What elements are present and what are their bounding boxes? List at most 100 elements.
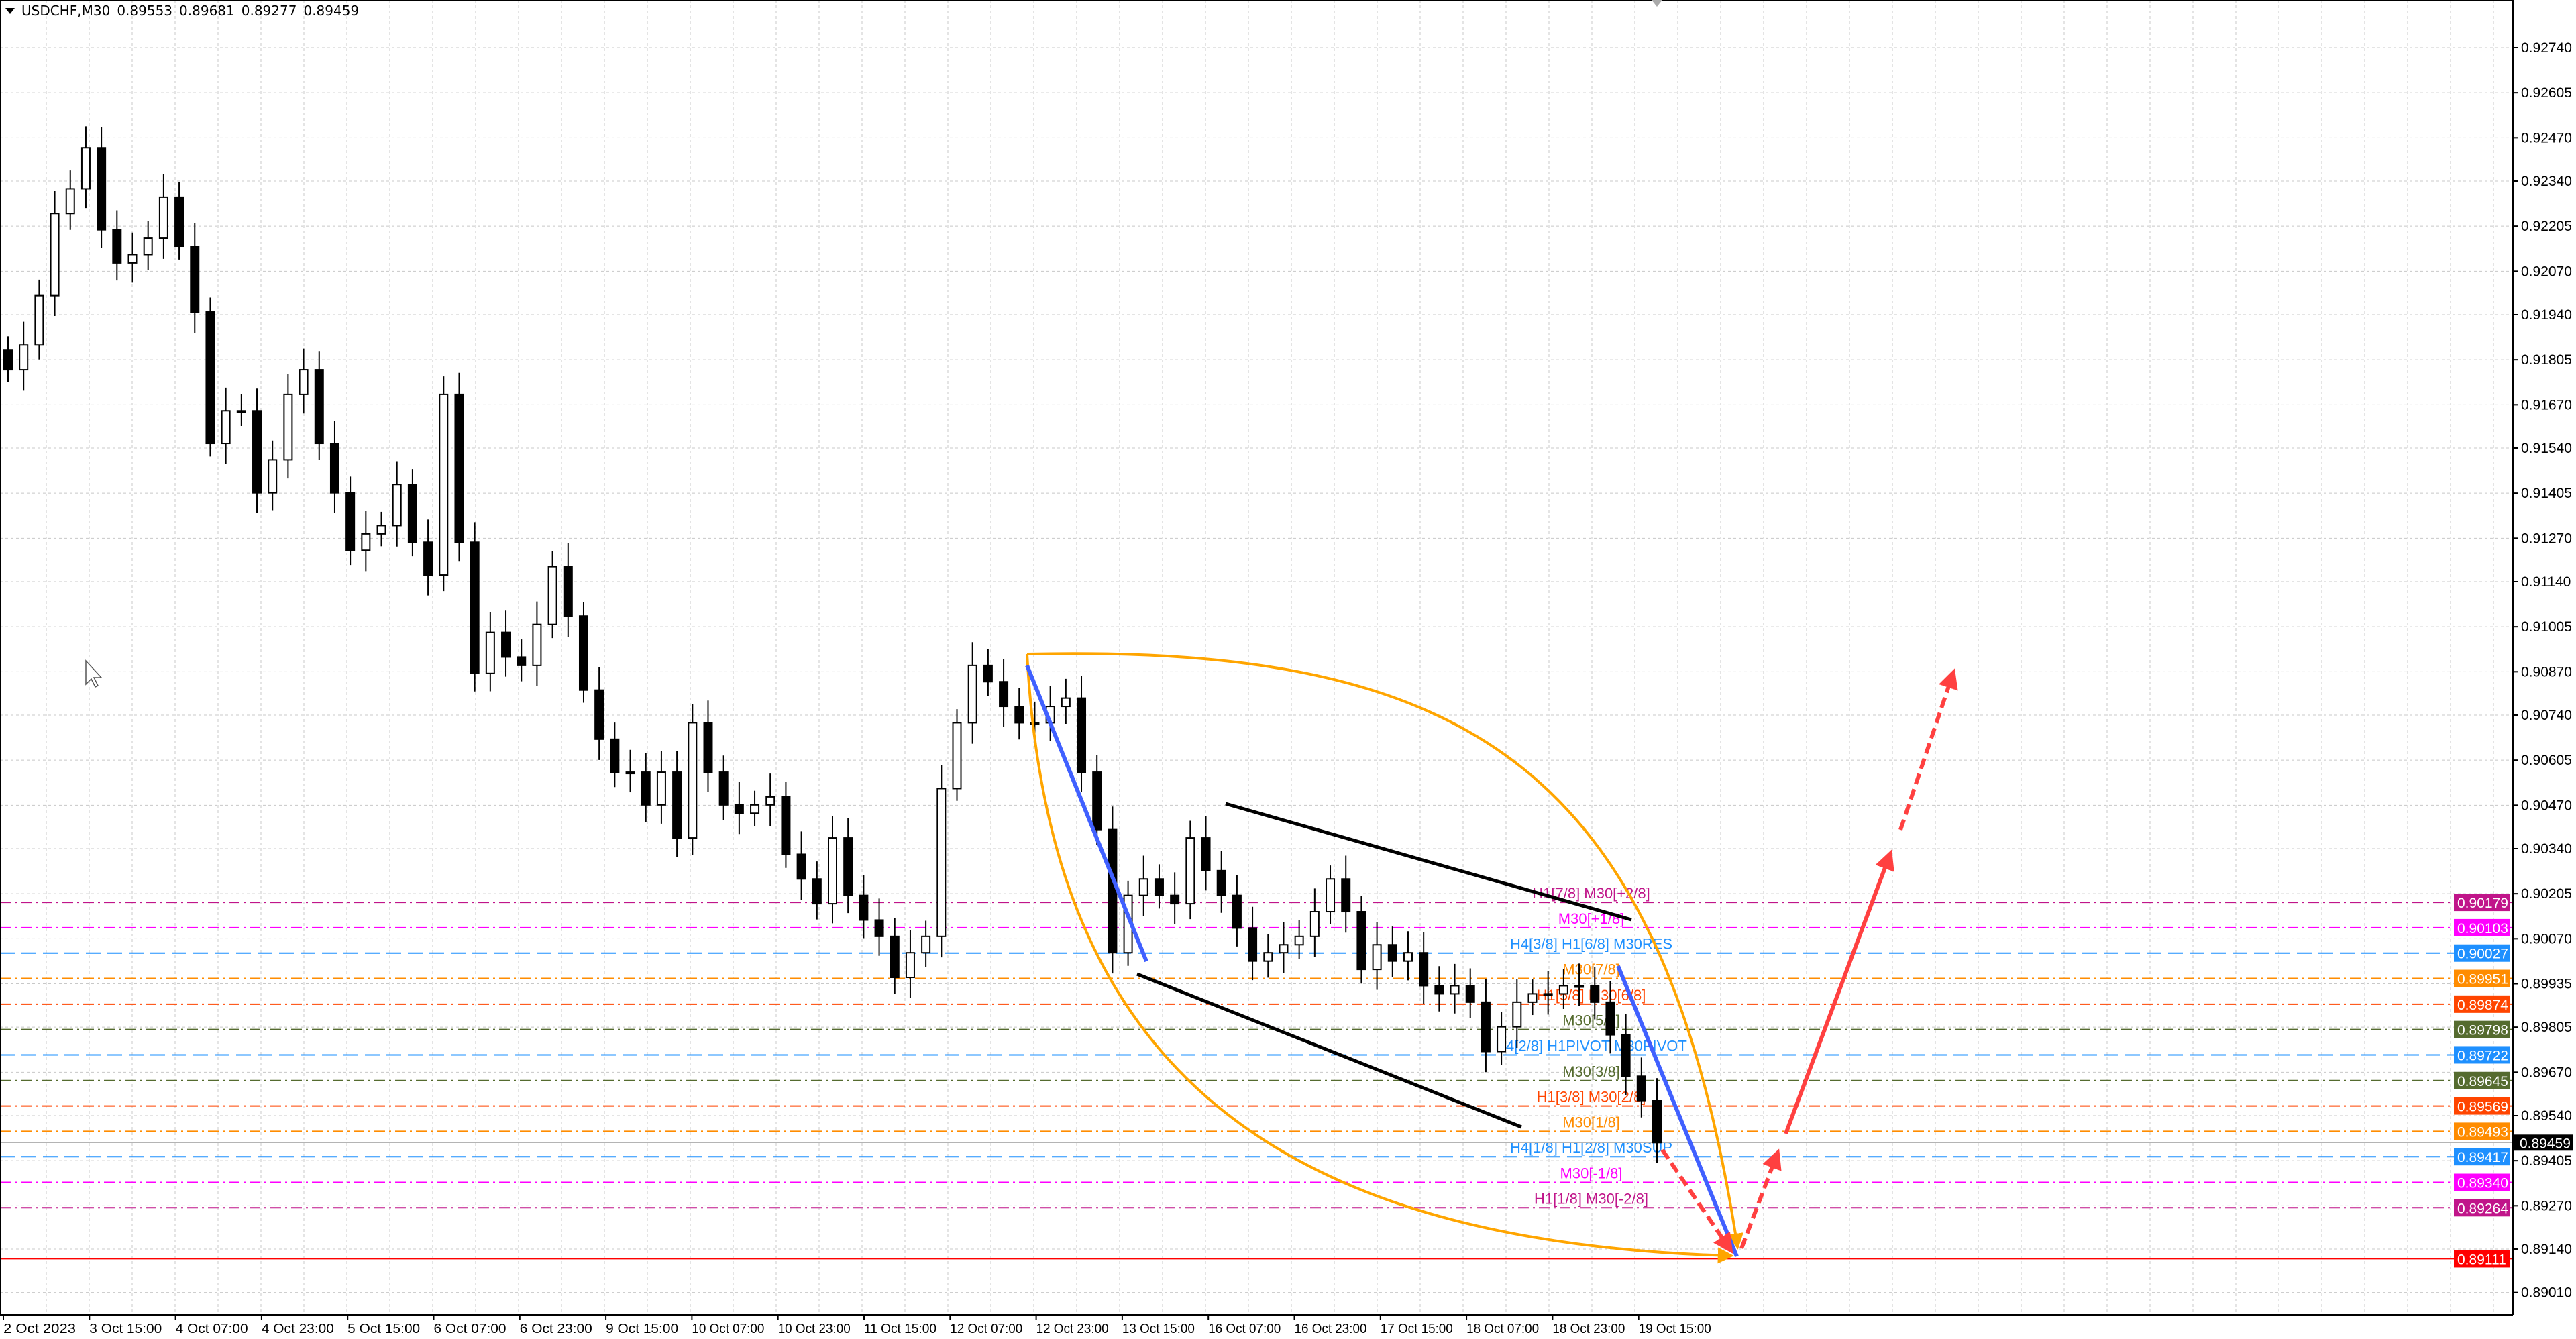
forecast-arrow-up[interactable] <box>1784 849 1894 1135</box>
candle-body <box>1232 894 1242 929</box>
time-tick-label: 10 Oct 23:00 <box>778 1322 851 1336</box>
candle <box>314 351 324 461</box>
candle <box>874 898 884 956</box>
candle <box>1512 979 1522 1048</box>
price-tick-label: 0.91805 <box>2521 352 2572 368</box>
candle <box>1294 920 1304 959</box>
forecast-arrow-down[interactable] <box>1660 1148 1733 1254</box>
price-level-label: 0.89569 <box>2457 1100 2508 1115</box>
candle <box>672 751 682 857</box>
price-tick-label: 0.90605 <box>2521 753 2572 768</box>
candle-body <box>1652 1100 1662 1144</box>
candle <box>392 461 402 547</box>
trend-line-2[interactable] <box>1616 965 1739 1258</box>
candle-body <box>905 952 915 979</box>
candle-body <box>361 533 371 551</box>
level-label: H4[3/8] H1[6/8] M30RES <box>1510 936 1672 953</box>
channel-lower-line[interactable] <box>1136 972 1522 1129</box>
candle <box>859 875 869 939</box>
candle-body <box>765 796 775 806</box>
candle <box>1326 865 1336 924</box>
candle-body <box>1356 911 1366 971</box>
candle-body <box>718 771 729 806</box>
candle-body <box>625 771 635 775</box>
price-tick-label: 0.91940 <box>2521 307 2572 323</box>
candle <box>1154 864 1164 909</box>
candle <box>1309 888 1320 958</box>
candle-body <box>734 804 744 814</box>
price-tick-label: 0.92070 <box>2521 264 2572 279</box>
time-tick-label: 18 Oct 23:00 <box>1552 1322 1625 1336</box>
time-tick-label: 13 Oct 15:00 <box>1122 1322 1195 1336</box>
price-tick-label: 0.91540 <box>2521 441 2572 456</box>
candle <box>1481 979 1491 1073</box>
trend-line-1[interactable] <box>1025 664 1148 963</box>
candle-body <box>874 919 884 937</box>
candle-body <box>65 188 75 215</box>
time-tick-label: 12 Oct 07:00 <box>950 1322 1022 1336</box>
candle-body <box>439 393 449 576</box>
price-tick-label: 0.90070 <box>2521 931 2572 947</box>
time-tick-label: 11 Oct 15:00 <box>864 1322 936 1336</box>
candle <box>423 519 433 596</box>
arc-lower[interactable] <box>1026 653 1734 1264</box>
forecast-arrow-up-dashed[interactable] <box>1898 668 1958 831</box>
candle <box>407 469 417 557</box>
candle-body <box>3 349 13 371</box>
candle-body <box>143 237 153 256</box>
arc-upper[interactable] <box>1026 652 1743 1250</box>
candle-body <box>1185 837 1195 905</box>
candle-body <box>283 393 293 461</box>
symbol-label: USDCHF,M30 <box>21 3 111 19</box>
candle-body <box>34 294 44 346</box>
time-tick-label: 5 Oct 15:00 <box>347 1322 420 1336</box>
candle-body <box>1201 837 1211 871</box>
candle <box>1372 922 1382 990</box>
candle <box>1170 872 1180 924</box>
candle-body <box>407 484 417 543</box>
price-tick-label: 0.89010 <box>2521 1285 2572 1301</box>
candle <box>143 221 153 270</box>
candle-body <box>423 541 433 576</box>
price-tick-label: 0.92740 <box>2521 40 2572 56</box>
candle <box>80 126 91 209</box>
forecast-arrow-up-short[interactable] <box>1739 1148 1782 1250</box>
candle-body <box>532 623 542 666</box>
candle <box>485 612 495 692</box>
candle-body <box>921 935 931 954</box>
time-tick-label: 9 Oct 15:00 <box>606 1322 678 1336</box>
price-tick-label: 0.91005 <box>2521 619 2572 635</box>
candle <box>656 751 666 824</box>
candle <box>34 279 44 360</box>
candle <box>734 782 744 835</box>
price-tick-label: 0.89540 <box>2521 1108 2572 1124</box>
candle <box>1201 816 1211 891</box>
candle-body <box>1497 1026 1507 1053</box>
price-tick-label: 0.89270 <box>2521 1198 2572 1214</box>
candle <box>1387 926 1397 978</box>
candle-body <box>517 656 527 666</box>
candle-body <box>268 459 278 494</box>
candle <box>1636 1057 1646 1118</box>
candle-body <box>1434 985 1444 995</box>
price-label-bg <box>2454 969 2510 987</box>
candle <box>905 930 915 998</box>
price-label-bg <box>2454 1071 2510 1089</box>
candle-body <box>672 771 682 839</box>
candle-body <box>1170 894 1180 905</box>
drawings[interactable] <box>85 652 1958 1264</box>
time-tick-label: 6 Oct 07:00 <box>434 1322 506 1336</box>
dropdown-triangle-icon[interactable] <box>5 7 15 14</box>
candle-body <box>812 878 822 905</box>
candle <box>1621 1014 1631 1095</box>
candle-body <box>1574 985 1585 988</box>
time-tick-label: 12 Oct 23:00 <box>1036 1322 1109 1336</box>
channel-upper-line[interactable] <box>1225 802 1632 922</box>
candle <box>1590 966 1600 1020</box>
level-label: M30[3/8] <box>1562 1063 1620 1080</box>
price-tick-label: 0.90470 <box>2521 798 2572 813</box>
candle <box>532 601 542 686</box>
candle <box>252 388 262 513</box>
candle-body <box>1248 927 1258 962</box>
